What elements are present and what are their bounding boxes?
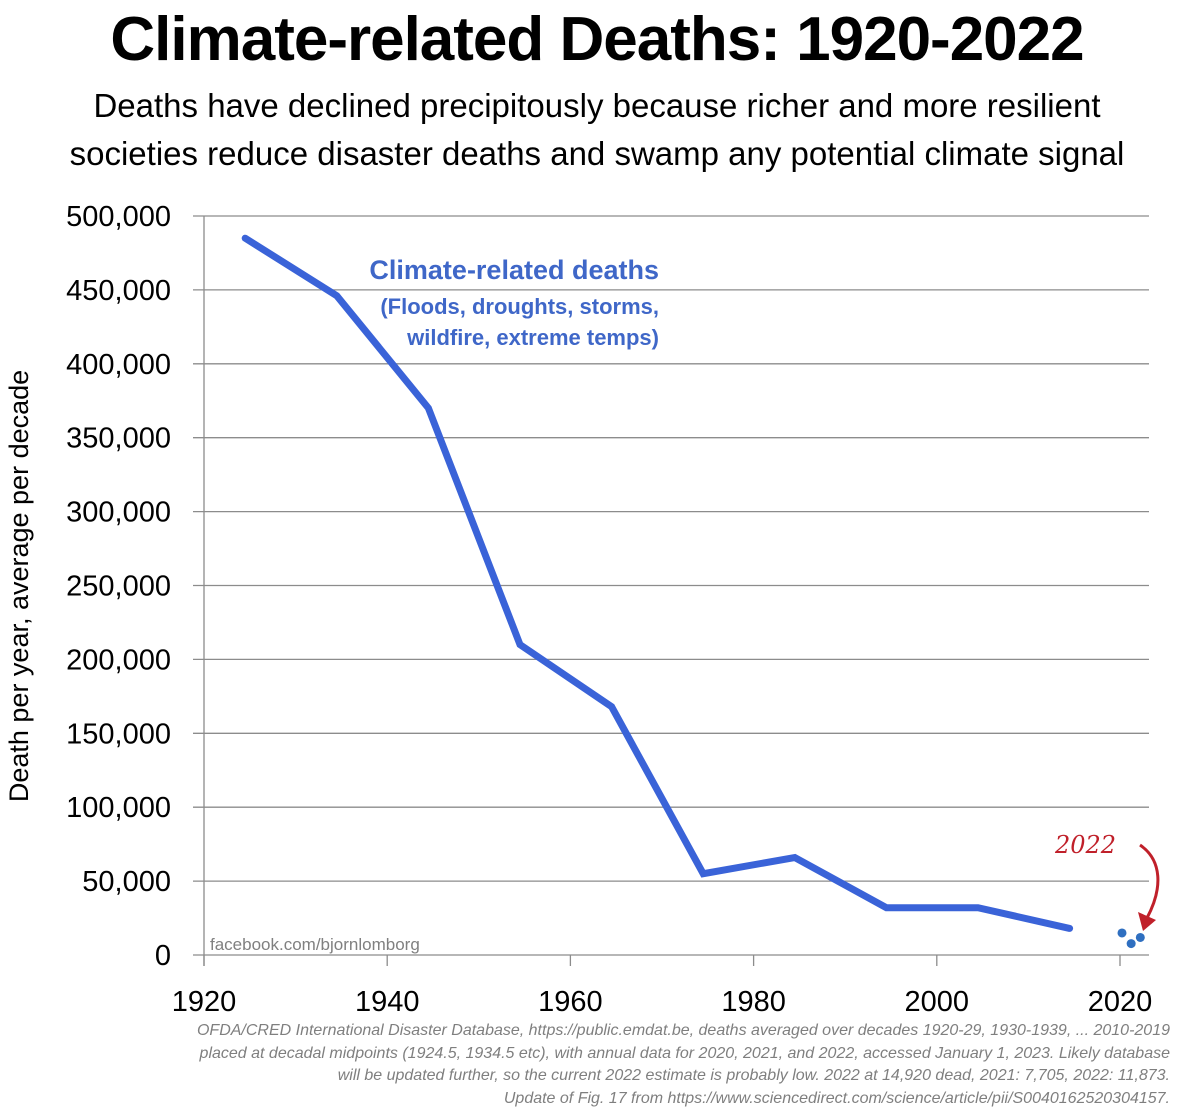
x-tick-label: 1980 bbox=[721, 986, 786, 1018]
y-tick-label: 350,000 bbox=[66, 423, 171, 455]
x-axis-ticks: 1920 1940 1960 1980 2000 2020 bbox=[172, 955, 1153, 1018]
footnote-line: OFDA/CRED International Disaster Databas… bbox=[196, 1022, 1170, 1039]
highlight-arrow-icon bbox=[1138, 843, 1160, 931]
y-tick-label: 100,000 bbox=[66, 792, 171, 824]
highlight-2022-label: 2022 bbox=[1054, 831, 1116, 859]
x-tick-label: 2020 bbox=[1088, 986, 1153, 1018]
y-tick-label: 250,000 bbox=[66, 571, 171, 603]
footnote-line: Update of Fig. 17 from https://www.scien… bbox=[503, 1089, 1170, 1107]
y-tick-label: 0 bbox=[155, 940, 171, 972]
scatter-point-2021 bbox=[1126, 939, 1136, 949]
footnote-line: will be updated further, so the current … bbox=[337, 1067, 1170, 1084]
scatter-point-2020 bbox=[1117, 928, 1127, 938]
x-tick-label: 2000 bbox=[905, 986, 970, 1018]
series-annotation-subtitle: (Floods, droughts, storms, bbox=[380, 294, 659, 319]
y-tick-label: 200,000 bbox=[66, 644, 171, 676]
series-annotation-title: Climate-related deaths bbox=[369, 255, 659, 285]
y-axis-label: Death per year, average per decade bbox=[4, 370, 34, 802]
footnote-line: placed at decadal midpoints (1924.5, 193… bbox=[199, 1044, 1170, 1062]
series-line-climate-deaths bbox=[241, 234, 1074, 932]
chart-subtitle: Deaths have declined precipitously becau… bbox=[0, 82, 1194, 178]
x-tick-label: 1920 bbox=[172, 986, 237, 1018]
series-annotation-subtitle: wildfire, extreme temps) bbox=[406, 325, 659, 350]
subtitle-line: Deaths have declined precipitously becau… bbox=[93, 87, 1101, 124]
y-axis-ticks: 0 50,000 100,000 150,000 200,000 250,000 300,0… bbox=[66, 201, 171, 972]
series-group bbox=[241, 234, 1145, 949]
x-tick-label: 1960 bbox=[538, 986, 603, 1018]
y-tick-label: 450,000 bbox=[66, 275, 171, 307]
subtitle-line: societies reduce disaster deaths and swa… bbox=[69, 135, 1125, 172]
x-tick-label: 1940 bbox=[355, 986, 420, 1018]
gridlines bbox=[193, 215, 1149, 956]
y-tick-label: 400,000 bbox=[66, 349, 171, 381]
source-footnote: OFDA/CRED International Disaster Databas… bbox=[10, 1020, 1170, 1110]
y-tick-label: 150,000 bbox=[66, 718, 171, 750]
y-tick-label: 500,000 bbox=[66, 201, 171, 233]
y-tick-label: 50,000 bbox=[82, 866, 171, 898]
chart-title: Climate-related Deaths: 1920-2022 bbox=[110, 5, 1084, 74]
watermark: facebook.com/bjornlomborg bbox=[210, 935, 420, 954]
scatter-point-2022 bbox=[1135, 932, 1145, 942]
y-tick-label: 300,000 bbox=[66, 497, 171, 529]
line-chart: 0 50,000 100,000 150,000 200,000 250,000 300,0… bbox=[4, 201, 1160, 1018]
